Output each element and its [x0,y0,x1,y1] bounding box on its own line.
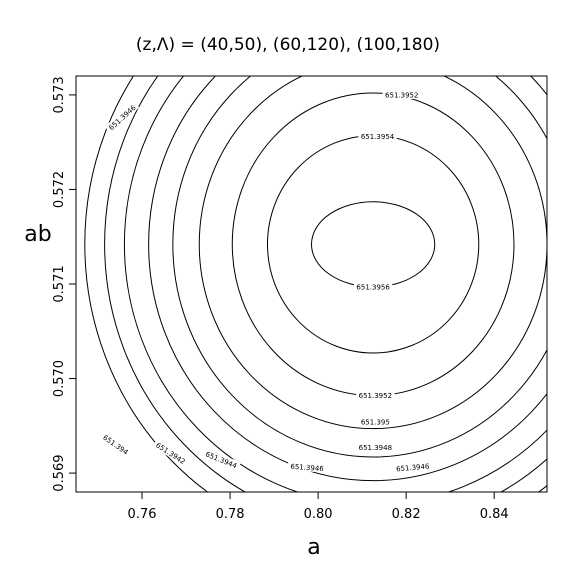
x-tick-label: 0.80 [304,507,333,522]
contour-label: 651.3954 [358,131,397,141]
contour-label-text: 651.3956 [356,283,390,291]
contour-label: 651.3946 [104,101,140,134]
y-axis-label: ab [24,222,51,247]
contour-label: 651.395 [358,417,393,427]
contour-label-background [356,390,395,400]
contour-label: 651.3956 [353,281,393,291]
contour-label: 651.3946 [287,461,327,473]
contour-label-background [353,281,393,291]
contour-label: 651.394 [99,430,133,458]
x-tick-label: 0.78 [216,507,245,522]
contour-label-background [358,417,393,427]
contour-label: 651.3946 [393,460,433,474]
x-axis-ticks: 0.76 0.78 0.80 0.82 0.84 [128,492,509,522]
contour-label-text: 651.3952 [385,91,418,99]
y-tick-label: 0.573 [52,76,67,113]
contour-label-text: 651.395 [361,419,390,427]
plot-frame [75,75,548,493]
contour-line [84,76,547,492]
chart-title: (z,Λ) = (40,50), (60,120), (100,180) [136,35,440,55]
x-tick-label: 0.76 [128,507,157,522]
contour-label-text: 651.3942 [154,441,186,466]
contour-label-background [99,430,133,458]
contour-label-text: 651.3954 [361,133,395,141]
y-tick-label: 0.571 [52,265,67,302]
contour-label-background [382,89,421,99]
x-axis-label: a [307,535,320,560]
contour-line [266,135,480,354]
contour-label-background [152,438,190,468]
y-tick-label: 0.572 [52,171,67,208]
contour-lines [84,76,547,492]
contour-label-text: 651.3946 [396,462,431,473]
contour-label-text: 651.3946 [290,463,324,473]
contour-label-background [104,101,140,134]
contour-labels: 651.3956 651.3954 651.3952 651.3952 651.395 6… [99,89,433,474]
x-tick-label: 0.82 [392,507,421,522]
contour-label-background [287,461,327,473]
contour-line [198,76,547,430]
contour-label-text: 651.3948 [359,444,392,452]
contour-label-background [393,460,433,474]
contour-line [123,76,547,492]
y-axis-ticks: 0.569 0.570 0.571 0.572 0.573 [52,76,76,492]
contour-label-background [356,442,395,452]
contour-label-background [201,448,241,471]
contour-line [311,201,436,288]
y-tick-label: 0.569 [52,454,67,491]
contour-label: 651.3952 [382,89,421,99]
contour-label: 651.3952 [356,390,395,400]
contour-label: 651.3944 [201,448,241,471]
contour-label-background [358,131,397,141]
x-tick-label: 0.84 [480,507,509,522]
contour-label: 651.3948 [356,442,395,452]
contour-line [104,76,547,492]
contour-label-text: 651.3952 [359,392,392,400]
contour-label: 651.3942 [152,438,190,468]
contour-line [148,76,547,482]
y-tick-label: 0.570 [52,360,67,397]
contour-label-text: 651.394 [101,434,130,457]
contour-line [172,76,547,458]
